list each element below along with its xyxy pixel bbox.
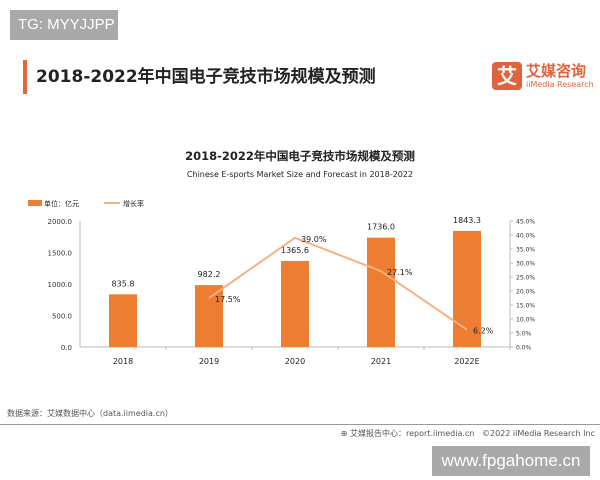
chart-title: 2018-2022年中国电子竞技市场规模及预测 <box>185 149 415 163</box>
bar-value-label: 1843.3 <box>453 216 481 225</box>
bar <box>281 260 309 347</box>
bar-value-label: 835.8 <box>112 279 135 288</box>
right-tick-label: 45.0% <box>516 219 535 226</box>
growth-label: 39.0% <box>301 235 327 244</box>
copyright: ©2022 iiMedia Research Inc <box>482 429 595 438</box>
x-tick-label: 2022E <box>454 357 479 366</box>
left-tick-label: 1000.0 <box>48 281 73 289</box>
logo-icon: 艾 <box>492 62 522 90</box>
globe-icon: ⊕ <box>340 429 351 438</box>
right-tick-label: 10.0% <box>516 317 535 324</box>
x-tick-label: 2018 <box>113 357 133 366</box>
page-title: 2018-2022年中国电子竞技市场规模及预测 <box>36 67 376 87</box>
right-tick-label: 5.0% <box>516 331 532 338</box>
title-accent-bar <box>23 60 27 94</box>
bar <box>109 294 137 347</box>
left-tick-label: 1500.0 <box>48 250 73 258</box>
right-tick-label: 25.0% <box>516 275 535 282</box>
right-tick-label: 20.0% <box>516 289 535 296</box>
x-tick-label: 2020 <box>285 357 305 366</box>
x-tick-label: 2019 <box>199 357 219 366</box>
data-source: 数据来源：艾媒数据中心（data.iimedia.cn） <box>7 409 173 418</box>
bar <box>453 230 481 347</box>
right-tick-label: 35.0% <box>516 247 535 254</box>
bar-value-label: 1365.6 <box>281 246 309 255</box>
right-tick-label: 40.0% <box>516 233 535 240</box>
left-tick-label: 0.0 <box>61 344 72 352</box>
right-tick-label: 15.0% <box>516 303 535 310</box>
right-tick-label: 30.0% <box>516 261 535 268</box>
left-tick-label: 500.0 <box>52 313 72 321</box>
bar <box>195 285 223 347</box>
logo-text-cn: 艾媒咨询 <box>526 62 587 80</box>
x-tick-label: 2021 <box>371 357 391 366</box>
watermark-bottom: www.fpgahome.cn <box>432 446 590 476</box>
growth-label: 6.2% <box>473 327 494 336</box>
report-link[interactable]: 艾媒报告中心：report.iimedia.cn <box>350 429 475 438</box>
legend-bar-swatch <box>28 200 42 206</box>
chart-subtitle: Chinese E-sports Market Size and Forecas… <box>186 170 414 179</box>
left-tick-label: 2000.0 <box>48 218 73 226</box>
legend-line-label: 增长率 <box>123 199 144 208</box>
bar-value-label: 1736.0 <box>367 223 395 232</box>
growth-label: 17.5% <box>215 295 241 304</box>
footer-credit: ⊕ 艾媒报告中心：report.iimedia.cn ©2022 iiMedia… <box>341 428 595 439</box>
legend-bar-label: 单位：亿元 <box>44 199 79 208</box>
divider <box>0 424 600 425</box>
bar <box>367 237 395 347</box>
growth-line <box>208 236 468 331</box>
watermark-top: TG: MYYJJPP <box>10 10 118 40</box>
logo-text-en: iiMedia Research <box>526 80 594 89</box>
bar-value-label: 982.2 <box>198 270 221 279</box>
growth-label: 27.1% <box>387 268 413 277</box>
right-tick-label: 0.0% <box>516 345 532 352</box>
